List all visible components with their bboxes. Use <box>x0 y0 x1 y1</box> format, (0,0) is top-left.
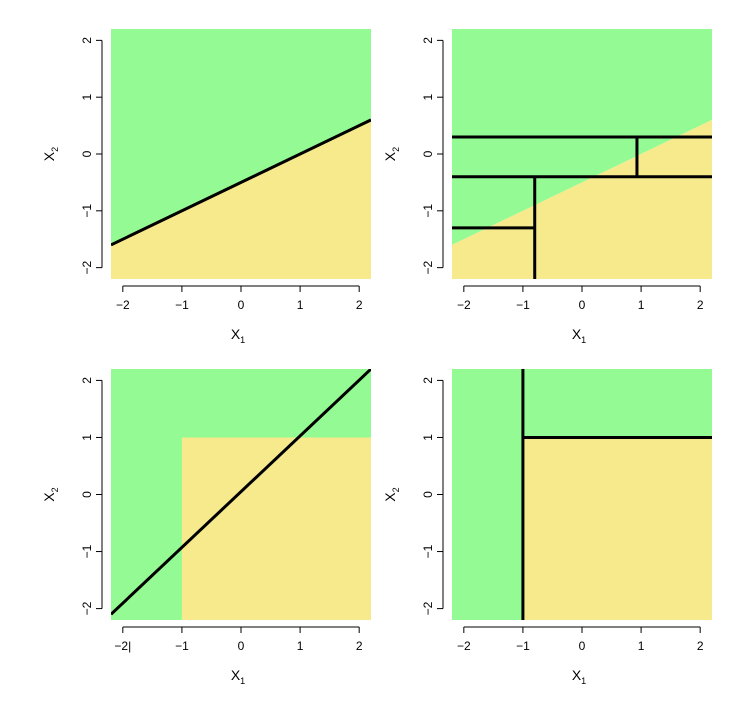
y-tick-label: 0 <box>421 150 435 157</box>
x-tick-label: 0 <box>579 298 586 312</box>
y-tick-label: 0 <box>80 491 94 498</box>
plot-area <box>111 369 371 620</box>
x-tick-label: −1 <box>175 639 189 653</box>
chart-panel-top-right: −2 −1 0 1 2 −2 −1 0 1 2 X1 X2 <box>382 29 712 345</box>
y-tick-label: −2 <box>421 601 435 615</box>
x-tick-label: 1 <box>297 298 304 312</box>
x-tick-label: −2 <box>457 298 471 312</box>
x-axis-title: X1 <box>572 326 586 345</box>
y-tick-label: 1 <box>421 434 435 441</box>
boundary-line-0 <box>111 369 371 616</box>
y-tick-label: 2 <box>421 377 435 384</box>
x-tick-label: −1 <box>516 639 530 653</box>
chart-panel-top-left: −2 −1 0 1 2 −2 −1 0 1 2 X1 X2 <box>41 29 371 345</box>
x-axis-title: X1 <box>231 667 245 686</box>
x-tick-label: −2| <box>114 639 131 653</box>
region-yellow <box>452 119 712 279</box>
y-axis-title: X2 <box>382 487 401 501</box>
y-tick-label: 1 <box>421 94 435 101</box>
y-axis-title: X2 <box>382 147 401 161</box>
y-tick-label: 1 <box>80 94 94 101</box>
y-tick-label: 2 <box>80 377 94 384</box>
x-tick-label: −2 <box>116 298 130 312</box>
region-green <box>111 29 371 245</box>
x-tick-label: 1 <box>638 639 645 653</box>
x-axis-title: X1 <box>572 667 586 686</box>
x-tick-label: −1 <box>516 298 530 312</box>
y-tick-label: 0 <box>80 150 94 157</box>
x-tick-label: 2 <box>697 639 704 653</box>
x-tick-label: 1 <box>297 639 304 653</box>
y-tick-label: −1 <box>80 544 94 558</box>
y-axis-title: X2 <box>41 147 60 161</box>
plot-area <box>111 29 371 279</box>
y-tick-label: −2 <box>80 601 94 615</box>
x-tick-label: 1 <box>638 298 645 312</box>
x-tick-label: 2 <box>697 298 704 312</box>
y-tick-label: 1 <box>80 434 94 441</box>
y-tick-label: −1 <box>421 544 435 558</box>
y-tick-label: −1 <box>80 204 94 218</box>
y-tick-label: 0 <box>421 491 435 498</box>
y-tick-label: 2 <box>80 37 94 44</box>
region-yellow <box>522 437 712 620</box>
x-tick-label: 2 <box>356 298 363 312</box>
x-tick-label: −1 <box>175 298 189 312</box>
plot-area <box>452 29 712 279</box>
region-yellow <box>181 437 371 620</box>
chart-panel-bottom-right: −2 −1 0 1 2 −2 −1 0 1 2 X1 X2 <box>382 369 712 686</box>
x-axis-title: X1 <box>231 326 245 345</box>
chart-panel-bottom-left: −2| −1 0 1 2 −2 −1 0 1 2 X1 X2 <box>41 369 371 686</box>
x-tick-label: −2 <box>457 639 471 653</box>
y-axis-title: X2 <box>41 487 60 501</box>
x-tick-label: 0 <box>238 639 245 653</box>
y-tick-label: 2 <box>421 37 435 44</box>
y-tick-label: −2 <box>421 260 435 274</box>
region-yellow <box>111 119 371 279</box>
x-tick-label: 2 <box>356 639 363 653</box>
x-tick-label: 0 <box>238 298 245 312</box>
plot-area <box>452 369 712 620</box>
y-tick-label: −2 <box>80 260 94 274</box>
x-tick-label: 0 <box>579 639 586 653</box>
y-tick-label: −1 <box>421 204 435 218</box>
boundary-line-0 <box>111 118 371 247</box>
